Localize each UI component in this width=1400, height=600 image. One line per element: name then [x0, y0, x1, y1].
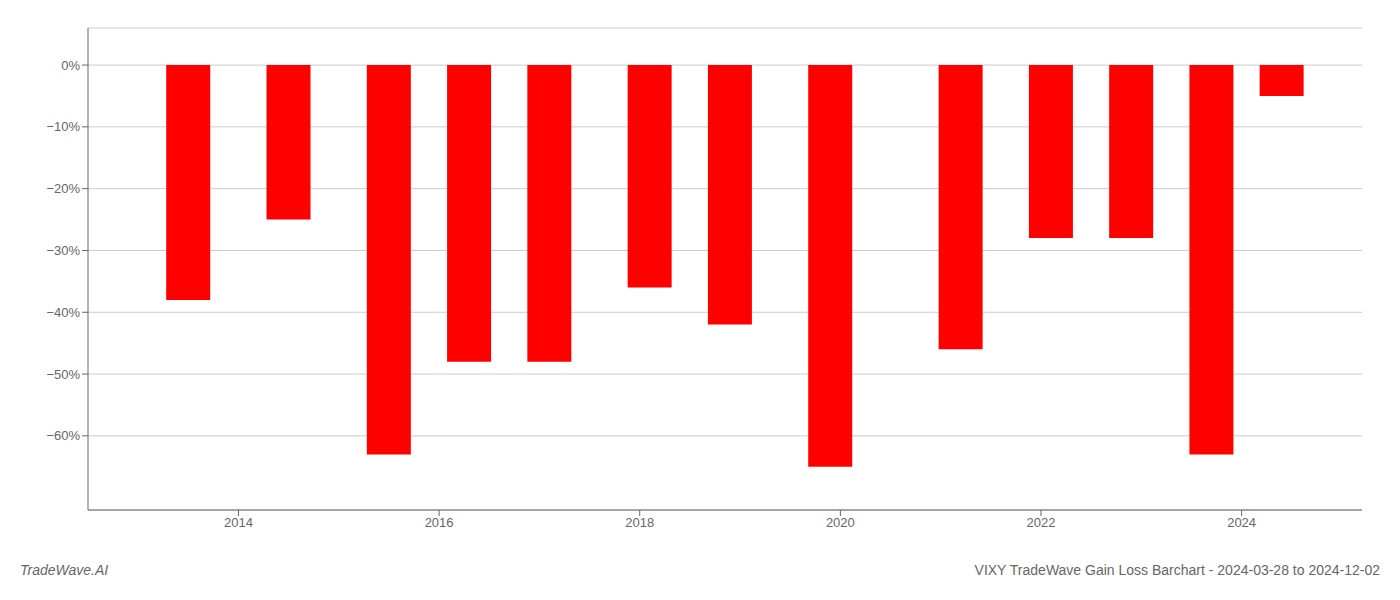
- svg-text:−60%: −60%: [46, 428, 80, 443]
- svg-text:−20%: −20%: [46, 181, 80, 196]
- html-text:TradeWave.AI: TradeWave.AI: [20, 562, 109, 578]
- svg-text:−40%: −40%: [46, 305, 80, 320]
- svg-text:−50%: −50%: [46, 367, 80, 382]
- html-text:VIXY TradeWave Gain Loss Barch: VIXY TradeWave Gain Loss Barchart - 2024…: [974, 562, 1380, 578]
- svg-text:−10%: −10%: [46, 119, 80, 134]
- svg-text:−30%: −30%: [46, 243, 80, 258]
- svg-text:2014: 2014: [224, 515, 253, 530]
- svg-text:2016: 2016: [425, 515, 454, 530]
- svg-text:0%: 0%: [61, 58, 80, 73]
- svg-text:2020: 2020: [826, 515, 855, 530]
- svg-text:2024: 2024: [1227, 515, 1256, 530]
- svg-text:2022: 2022: [1027, 515, 1056, 530]
- svg-text:2018: 2018: [625, 515, 654, 530]
